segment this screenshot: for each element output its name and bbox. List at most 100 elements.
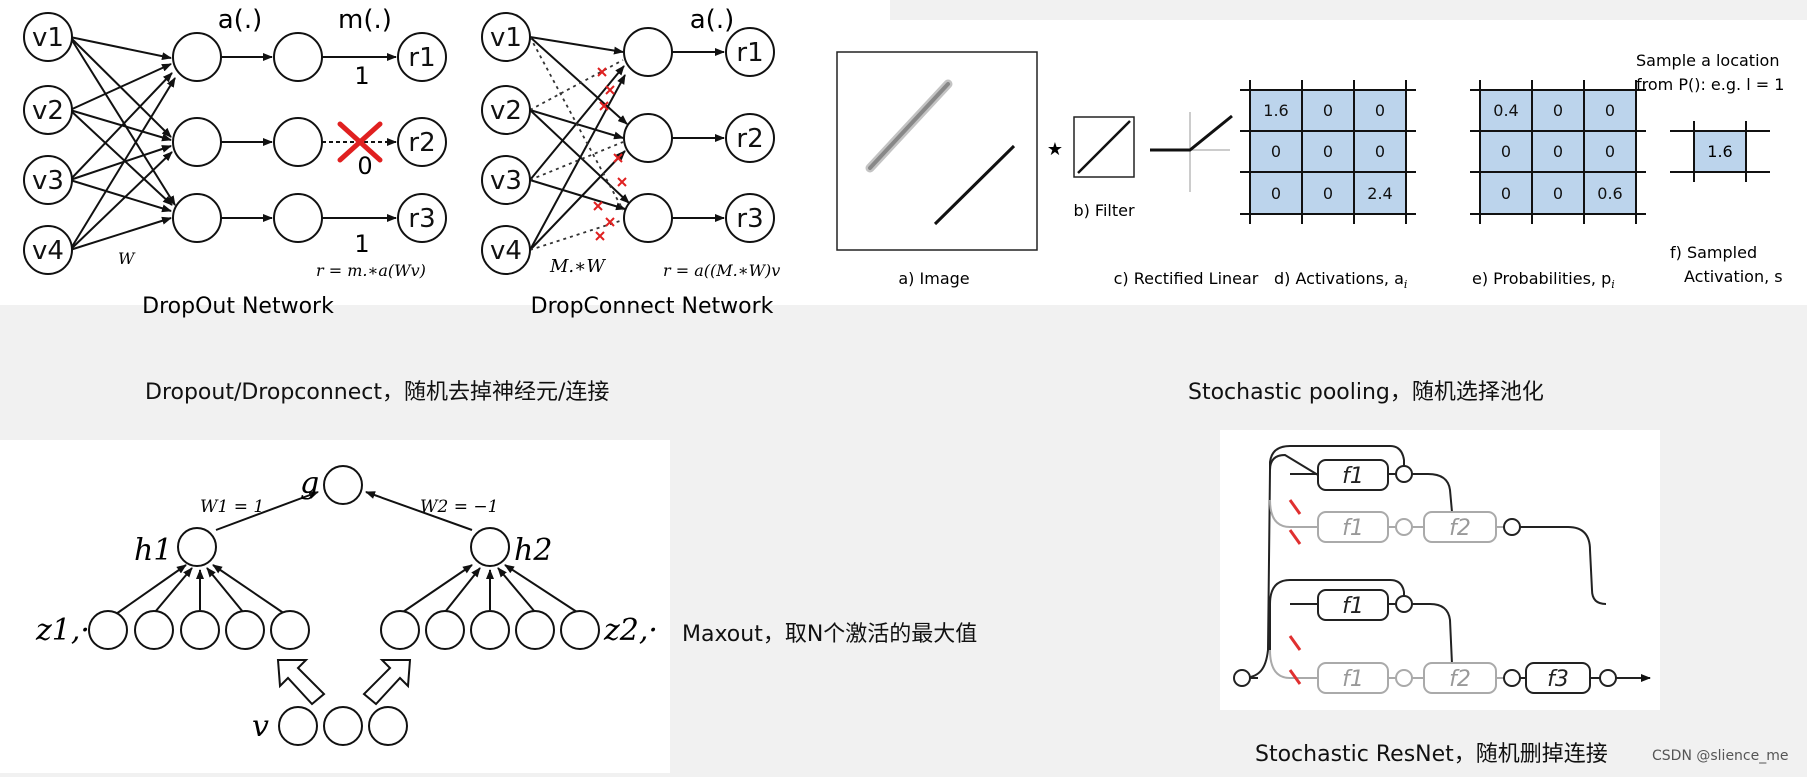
caption-dropout: Dropout/Dropconnect，随机去掉神经元/连接 xyxy=(145,380,610,405)
sampled-value: 1.6 xyxy=(1707,142,1732,161)
stochastic-pooling-figure: a) Image ★ b) Filter c) Rectified Linear… xyxy=(836,51,1784,291)
dropconnect-input-label: v4 xyxy=(490,236,522,266)
dropconnect-input-node xyxy=(481,155,531,205)
maxout-h2-label: h2 xyxy=(514,533,552,568)
resnet-sum-node xyxy=(1599,669,1617,687)
dropout-input-label: v4 xyxy=(32,236,64,266)
maxout-g-label: g xyxy=(300,466,319,501)
maxout-v-node xyxy=(368,706,408,746)
dropped-connection-icon xyxy=(593,67,627,241)
sampled-label-line2: Activation, s xyxy=(1684,267,1783,286)
dropconnect-input-node xyxy=(481,85,531,135)
maxout-z1-label: z1,· xyxy=(35,613,90,648)
maxout-z-node xyxy=(134,610,174,650)
convolution-star-icon: ★ xyxy=(1047,139,1063,160)
caption-pooling: Stochastic pooling，随机选择池化 xyxy=(1188,380,1544,405)
dropout-input-label: v3 xyxy=(32,166,64,196)
dropconnect-input-node xyxy=(481,12,531,62)
caption-resnet: Stochastic ResNet，随机删掉连接 xyxy=(1255,742,1608,767)
caption-maxout: Maxout，取N个激活的最大值 xyxy=(682,622,978,647)
sample-text-line2: from P(): e.g. l = 1 xyxy=(1636,75,1784,94)
dropconnect-hidden-node xyxy=(623,193,673,243)
dropout-mask-value: 0 xyxy=(357,152,372,180)
drop-cross-icon xyxy=(337,121,383,163)
dropconnect-input-label: v3 xyxy=(490,166,522,196)
probabilities-grid: 0.4 0 0 0 0 0 0 0 0.6 xyxy=(1470,80,1646,224)
dropout-output-label: r1 xyxy=(408,43,435,73)
resnet-sum-node xyxy=(1395,669,1413,687)
dropconnect-input-label: v1 xyxy=(490,23,522,53)
dropout-output-node xyxy=(397,117,447,167)
maxout-z-node xyxy=(470,610,510,650)
probability-cell: 0 xyxy=(1553,101,1563,120)
activation-cell: 0 xyxy=(1323,101,1333,120)
dropout-network: v1 v2 v3 v4 r1 r2 r3 a(.) m(.) 1 0 1 W r… xyxy=(23,5,447,319)
maxout-v-node xyxy=(278,706,318,746)
activation-cell: 1.6 xyxy=(1263,101,1288,120)
dropout-output-node xyxy=(397,193,447,243)
cut-connection-icon xyxy=(1288,499,1302,685)
resnet-sum-node xyxy=(1395,465,1413,483)
dropout-weight-label: W xyxy=(118,249,136,268)
maxout-w2-label: W2 = −1 xyxy=(420,497,498,517)
sampled-cell: 1.6 xyxy=(1670,121,1770,182)
blurred-edge-line xyxy=(868,82,950,170)
up-right-arrow-icon xyxy=(362,659,412,706)
dropout-input-node xyxy=(23,155,73,205)
maxout-v-node xyxy=(323,706,363,746)
relu-label: c) Rectified Linear xyxy=(1114,269,1259,288)
dropout-output-label: r3 xyxy=(408,204,435,234)
activations-grid: 1.6 0 0 0 0 0 0 0 2.4 xyxy=(1240,80,1416,224)
dropout-input-label: v1 xyxy=(32,23,64,53)
dropout-input-node xyxy=(23,225,73,275)
dropout-mask-value: 1 xyxy=(354,230,369,258)
dropout-act-node xyxy=(273,32,323,82)
dropconnect-output-node xyxy=(725,27,775,77)
resnet-sum-node xyxy=(1395,518,1413,536)
dropconnect-input-label: v2 xyxy=(490,96,522,126)
dropout-act-node xyxy=(273,117,323,167)
relu-icon xyxy=(1150,112,1233,192)
dropout-act-node xyxy=(273,193,323,243)
maxout-g-node xyxy=(323,465,363,505)
maxout-z2-label: z2,· xyxy=(603,613,658,648)
activation-cell: 0 xyxy=(1271,142,1281,161)
maxout-v-label: v xyxy=(252,709,269,744)
dropconnect-input-node xyxy=(481,225,531,275)
maxout-figure: g h1 h2 W1 = 1 W2 = −1 z1,· z2,· v xyxy=(35,465,658,746)
resnet-block-label: f1 xyxy=(1342,464,1364,489)
filter-label: b) Filter xyxy=(1073,201,1135,220)
resnet-block-label: f1 xyxy=(1342,516,1364,541)
maxout-z-node xyxy=(88,610,128,650)
activation-cell: 0 xyxy=(1271,184,1281,203)
input-image-box xyxy=(836,51,1038,251)
dropconnect-weight-label: M.∗W xyxy=(549,256,606,277)
up-left-arrow-icon xyxy=(276,659,326,706)
resnet-block-label: f3 xyxy=(1547,667,1569,692)
dropout-mask-value: 1 xyxy=(354,62,369,90)
dropout-act-label: a(.) xyxy=(218,5,262,35)
dropout-input-node xyxy=(23,12,73,62)
probabilities-label: e) Probabilities, pi xyxy=(1472,269,1615,291)
probability-cell: 0.6 xyxy=(1597,184,1622,203)
maxout-w1-label: W1 = 1 xyxy=(200,497,264,517)
maxout-h1-node xyxy=(177,527,217,567)
dropout-output-label: r2 xyxy=(408,128,435,158)
activation-cell: 0 xyxy=(1323,184,1333,203)
dropout-input-label: v2 xyxy=(32,96,64,126)
probability-cell: 0 xyxy=(1553,142,1563,161)
dropconnect-network: v1 v2 v3 v4 r1 r2 r3 a(.) M.∗W r = a((M.… xyxy=(481,5,780,319)
activations-label-sub: i xyxy=(1404,278,1408,291)
probabilities-label-sub: i xyxy=(1611,278,1615,291)
dropconnect-act-label: a(.) xyxy=(690,5,734,35)
activation-cell: 0 xyxy=(1375,101,1385,120)
dropout-hidden-node xyxy=(172,32,222,82)
resnet-block-label: f1 xyxy=(1342,594,1364,619)
dropconnect-formula: r = a((M.∗W)v xyxy=(663,261,780,280)
dropconnect-hidden-node xyxy=(623,27,673,77)
resnet-block-label: f2 xyxy=(1449,516,1471,541)
dropconnect-output-node xyxy=(725,193,775,243)
probability-cell: 0 xyxy=(1553,184,1563,203)
resnet-block-label: f1 xyxy=(1342,667,1364,692)
